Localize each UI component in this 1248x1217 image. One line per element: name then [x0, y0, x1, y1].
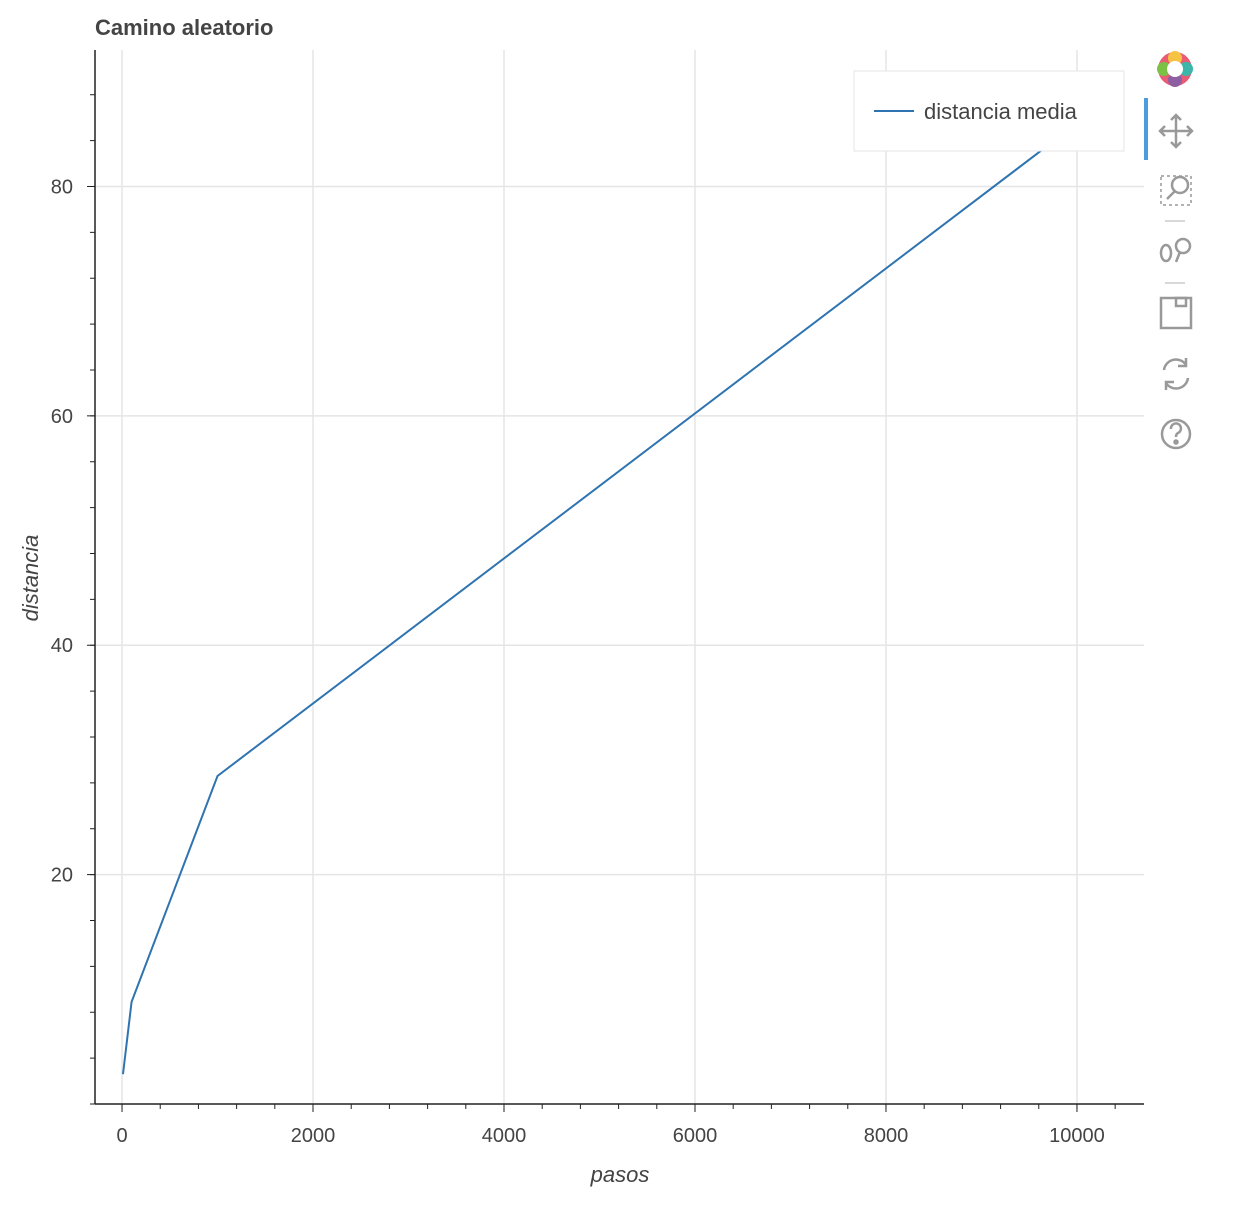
- y-tick-label: 80: [51, 176, 73, 198]
- reset-tool[interactable]: [1162, 358, 1190, 390]
- y-tick-label: 20: [51, 865, 73, 887]
- x-tick-label: 6000: [673, 1125, 718, 1147]
- y-axis-label: distancia: [18, 535, 43, 622]
- data-line: [121, 122, 1078, 1075]
- active-indicator: [1144, 98, 1148, 160]
- chart-title: Camino aleatorio: [95, 15, 273, 40]
- wheel-zoom-tool[interactable]: [1159, 237, 1192, 263]
- x-tick-label: 2000: [291, 1125, 336, 1147]
- x-tick-label: 4000: [482, 1125, 527, 1147]
- bokeh-logo[interactable]: [1157, 51, 1193, 87]
- x-tick-label: 8000: [864, 1125, 909, 1147]
- save-tool[interactable]: [1159, 296, 1193, 330]
- y-tick-label: 40: [51, 635, 73, 657]
- toolbar: [1144, 51, 1194, 450]
- axes: 0 2000 4000 6000 8000 10000 20 40 60 80: [51, 50, 1144, 1147]
- x-axis-label: pasos: [590, 1162, 650, 1187]
- plot: [121, 122, 1078, 1075]
- grid: [95, 50, 1144, 1104]
- help-tool[interactable]: [1160, 418, 1192, 450]
- x-tick-label: 10000: [1049, 1125, 1105, 1147]
- legend: distancia media: [853, 70, 1125, 152]
- pan-tool[interactable]: [1158, 113, 1194, 149]
- y-tick-label: 60: [51, 406, 73, 428]
- box-zoom-tool[interactable]: [1160, 175, 1192, 206]
- legend-label: distancia media: [924, 99, 1078, 124]
- x-tick-label: 0: [116, 1125, 127, 1147]
